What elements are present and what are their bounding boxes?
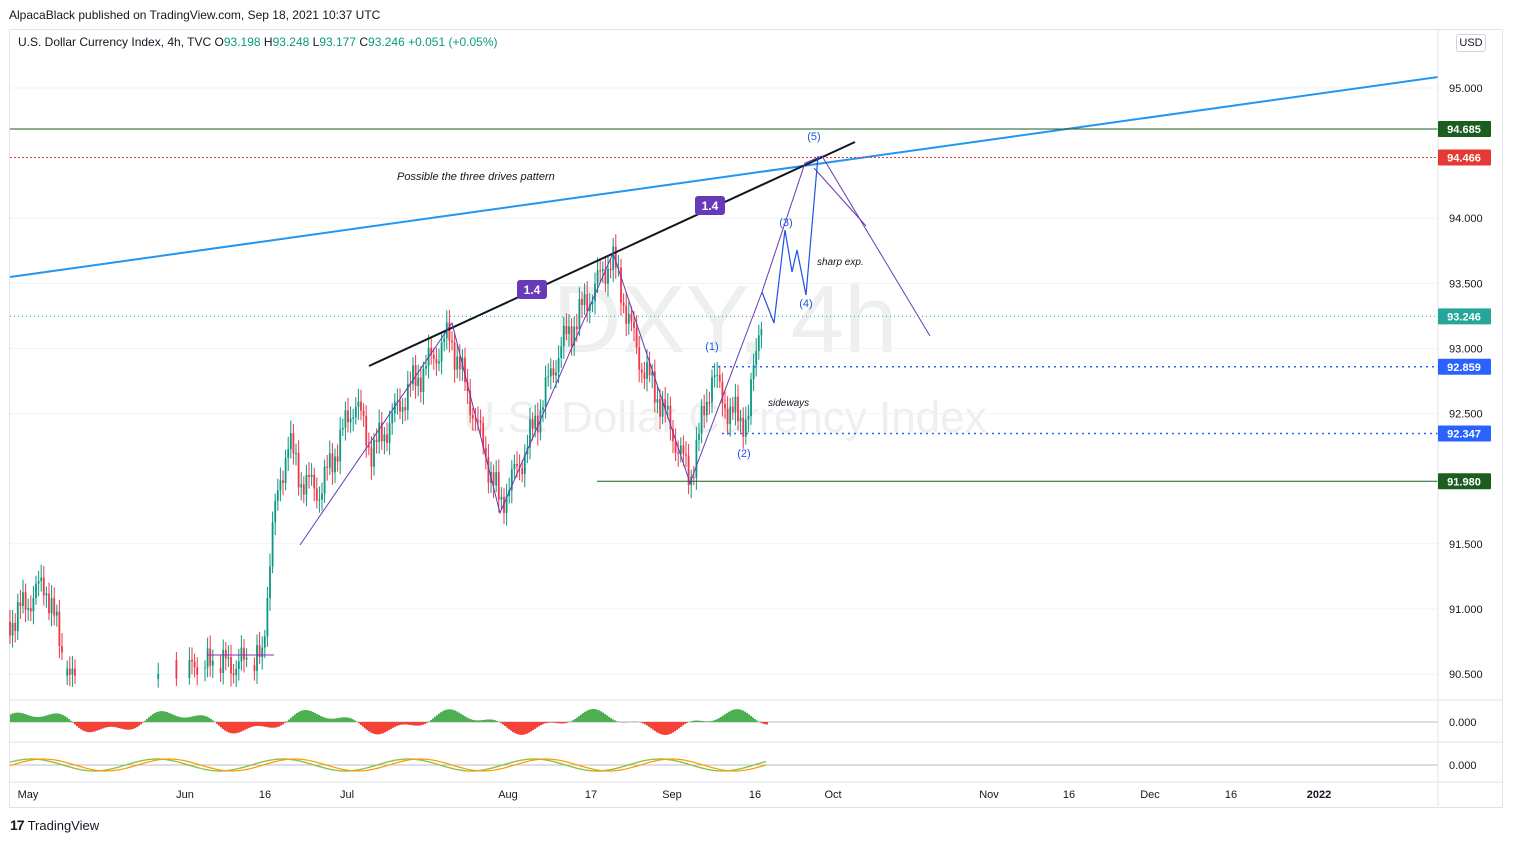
brand-label: TradingView	[27, 817, 100, 833]
tradingview-logo-icon: 17	[10, 817, 25, 833]
high-value: 93.248	[272, 35, 310, 49]
low-label: L	[312, 35, 320, 49]
symbol-name[interactable]: U.S. Dollar Currency Index, 4h, TVC	[18, 35, 212, 49]
publisher-caption: AlpacaBlack published on TradingView.com…	[9, 8, 381, 22]
high-label: H	[263, 35, 273, 49]
currency-button[interactable]: USD	[1456, 34, 1486, 52]
tradingview-brand[interactable]: 17 TradingView	[10, 817, 99, 833]
symbol-info-bar[interactable]: U.S. Dollar Currency Index, 4h, TVC O93.…	[18, 35, 498, 49]
chart-frame	[9, 29, 1503, 808]
close-value: 93.246	[368, 35, 405, 49]
low-value: 93.177	[319, 35, 357, 49]
open-label: O	[214, 35, 224, 49]
close-label: C	[359, 35, 369, 49]
open-value: 93.198	[223, 35, 261, 49]
change-value: +0.051 (+0.05%)	[408, 35, 498, 49]
